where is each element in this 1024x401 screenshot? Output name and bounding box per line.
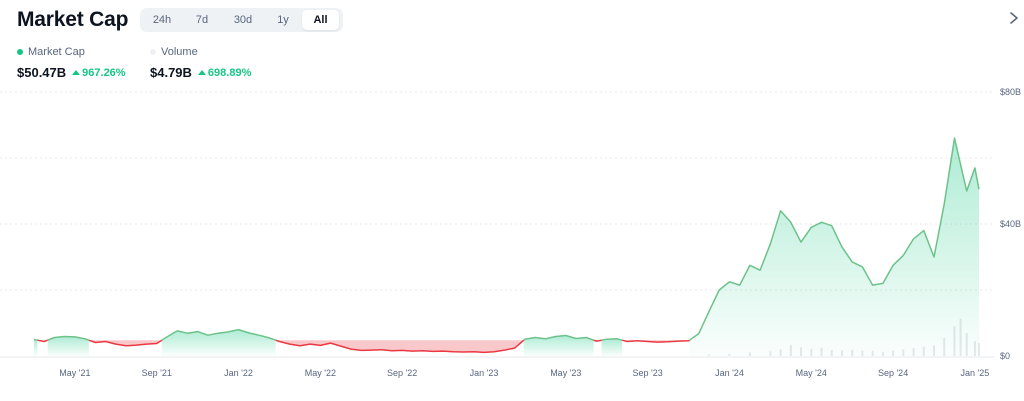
series-line-up <box>601 338 623 341</box>
series-line-up <box>523 334 594 341</box>
series-line-down <box>37 339 48 343</box>
series-line-down <box>275 339 525 354</box>
area-fill-down <box>275 340 524 353</box>
range-tab-7d[interactable]: 7d <box>195 14 209 26</box>
volume-stat: $4.79B 698.89% <box>150 65 251 80</box>
time-range-selector: 24h 7d 30d 1y All <box>140 8 343 32</box>
series-line-up <box>33 338 38 341</box>
range-tab-30d[interactable]: 30d <box>233 14 253 26</box>
x-tick-label: Sep '23 <box>633 368 663 378</box>
x-tick-label: Jan '25 <box>961 368 990 378</box>
market-cap-stat: $50.47B 967.26% <box>17 65 126 80</box>
legend-market-cap[interactable]: Market Cap <box>17 46 85 58</box>
x-tick-label: Jan '22 <box>224 368 253 378</box>
series-line-down <box>621 339 690 343</box>
market-cap-dot-icon <box>17 49 23 55</box>
volume-change: 698.89% <box>197 66 252 79</box>
area-fill-up <box>34 339 38 356</box>
market-cap-change-value: 967.26% <box>82 66 126 79</box>
series-line-up <box>47 335 90 341</box>
x-tick-label: May '22 <box>305 368 336 378</box>
legend-volume-label: Volume <box>161 46 198 58</box>
x-tick-label: May '24 <box>796 368 827 378</box>
range-tab-24h[interactable]: 24h <box>152 14 172 26</box>
legend-market-cap-label: Market Cap <box>28 46 85 58</box>
y-tick-label: $40B <box>1000 219 1021 229</box>
range-tab-all[interactable]: All <box>302 10 339 30</box>
series-line-up <box>161 328 276 341</box>
series-line-up <box>689 137 980 341</box>
volume-value: $4.79B <box>150 65 192 80</box>
series-line-down <box>593 339 602 342</box>
x-tick-label: Jan '23 <box>470 368 499 378</box>
market-cap-change: 967.26% <box>72 66 126 79</box>
x-tick-label: Sep '24 <box>878 368 908 378</box>
caret-up-icon <box>72 70 81 75</box>
range-tab-1y[interactable]: 1y <box>277 14 289 26</box>
volume-change-value: 698.89% <box>207 66 252 79</box>
x-tick-label: Sep '22 <box>387 368 417 378</box>
caret-up-icon <box>197 70 206 75</box>
x-tick-label: May '23 <box>550 368 581 378</box>
x-tick-label: Sep '21 <box>142 368 172 378</box>
area-fill-up <box>47 336 89 356</box>
area-fill-up <box>161 329 276 356</box>
chevron-right-icon[interactable] <box>1007 10 1021 26</box>
area-fill-up <box>601 338 623 356</box>
page-title: Market Cap <box>17 8 129 31</box>
market-cap-chart[interactable]: $80B $40B $0 May '21 Sep '21 Jan '22 May '22 S… <box>0 80 1024 401</box>
y-tick-label: $80B <box>1000 87 1021 97</box>
x-tick-label: Jan '24 <box>715 368 744 378</box>
y-tick-label: $0 <box>1000 351 1010 361</box>
volume-dot-icon <box>150 49 156 55</box>
legend-volume[interactable]: Volume <box>150 46 198 58</box>
area-fill-up <box>689 138 979 356</box>
market-cap-value: $50.47B <box>17 65 67 80</box>
x-tick-label: May '21 <box>59 368 90 378</box>
area-fill-up <box>523 335 594 356</box>
series-line-down <box>88 339 163 347</box>
